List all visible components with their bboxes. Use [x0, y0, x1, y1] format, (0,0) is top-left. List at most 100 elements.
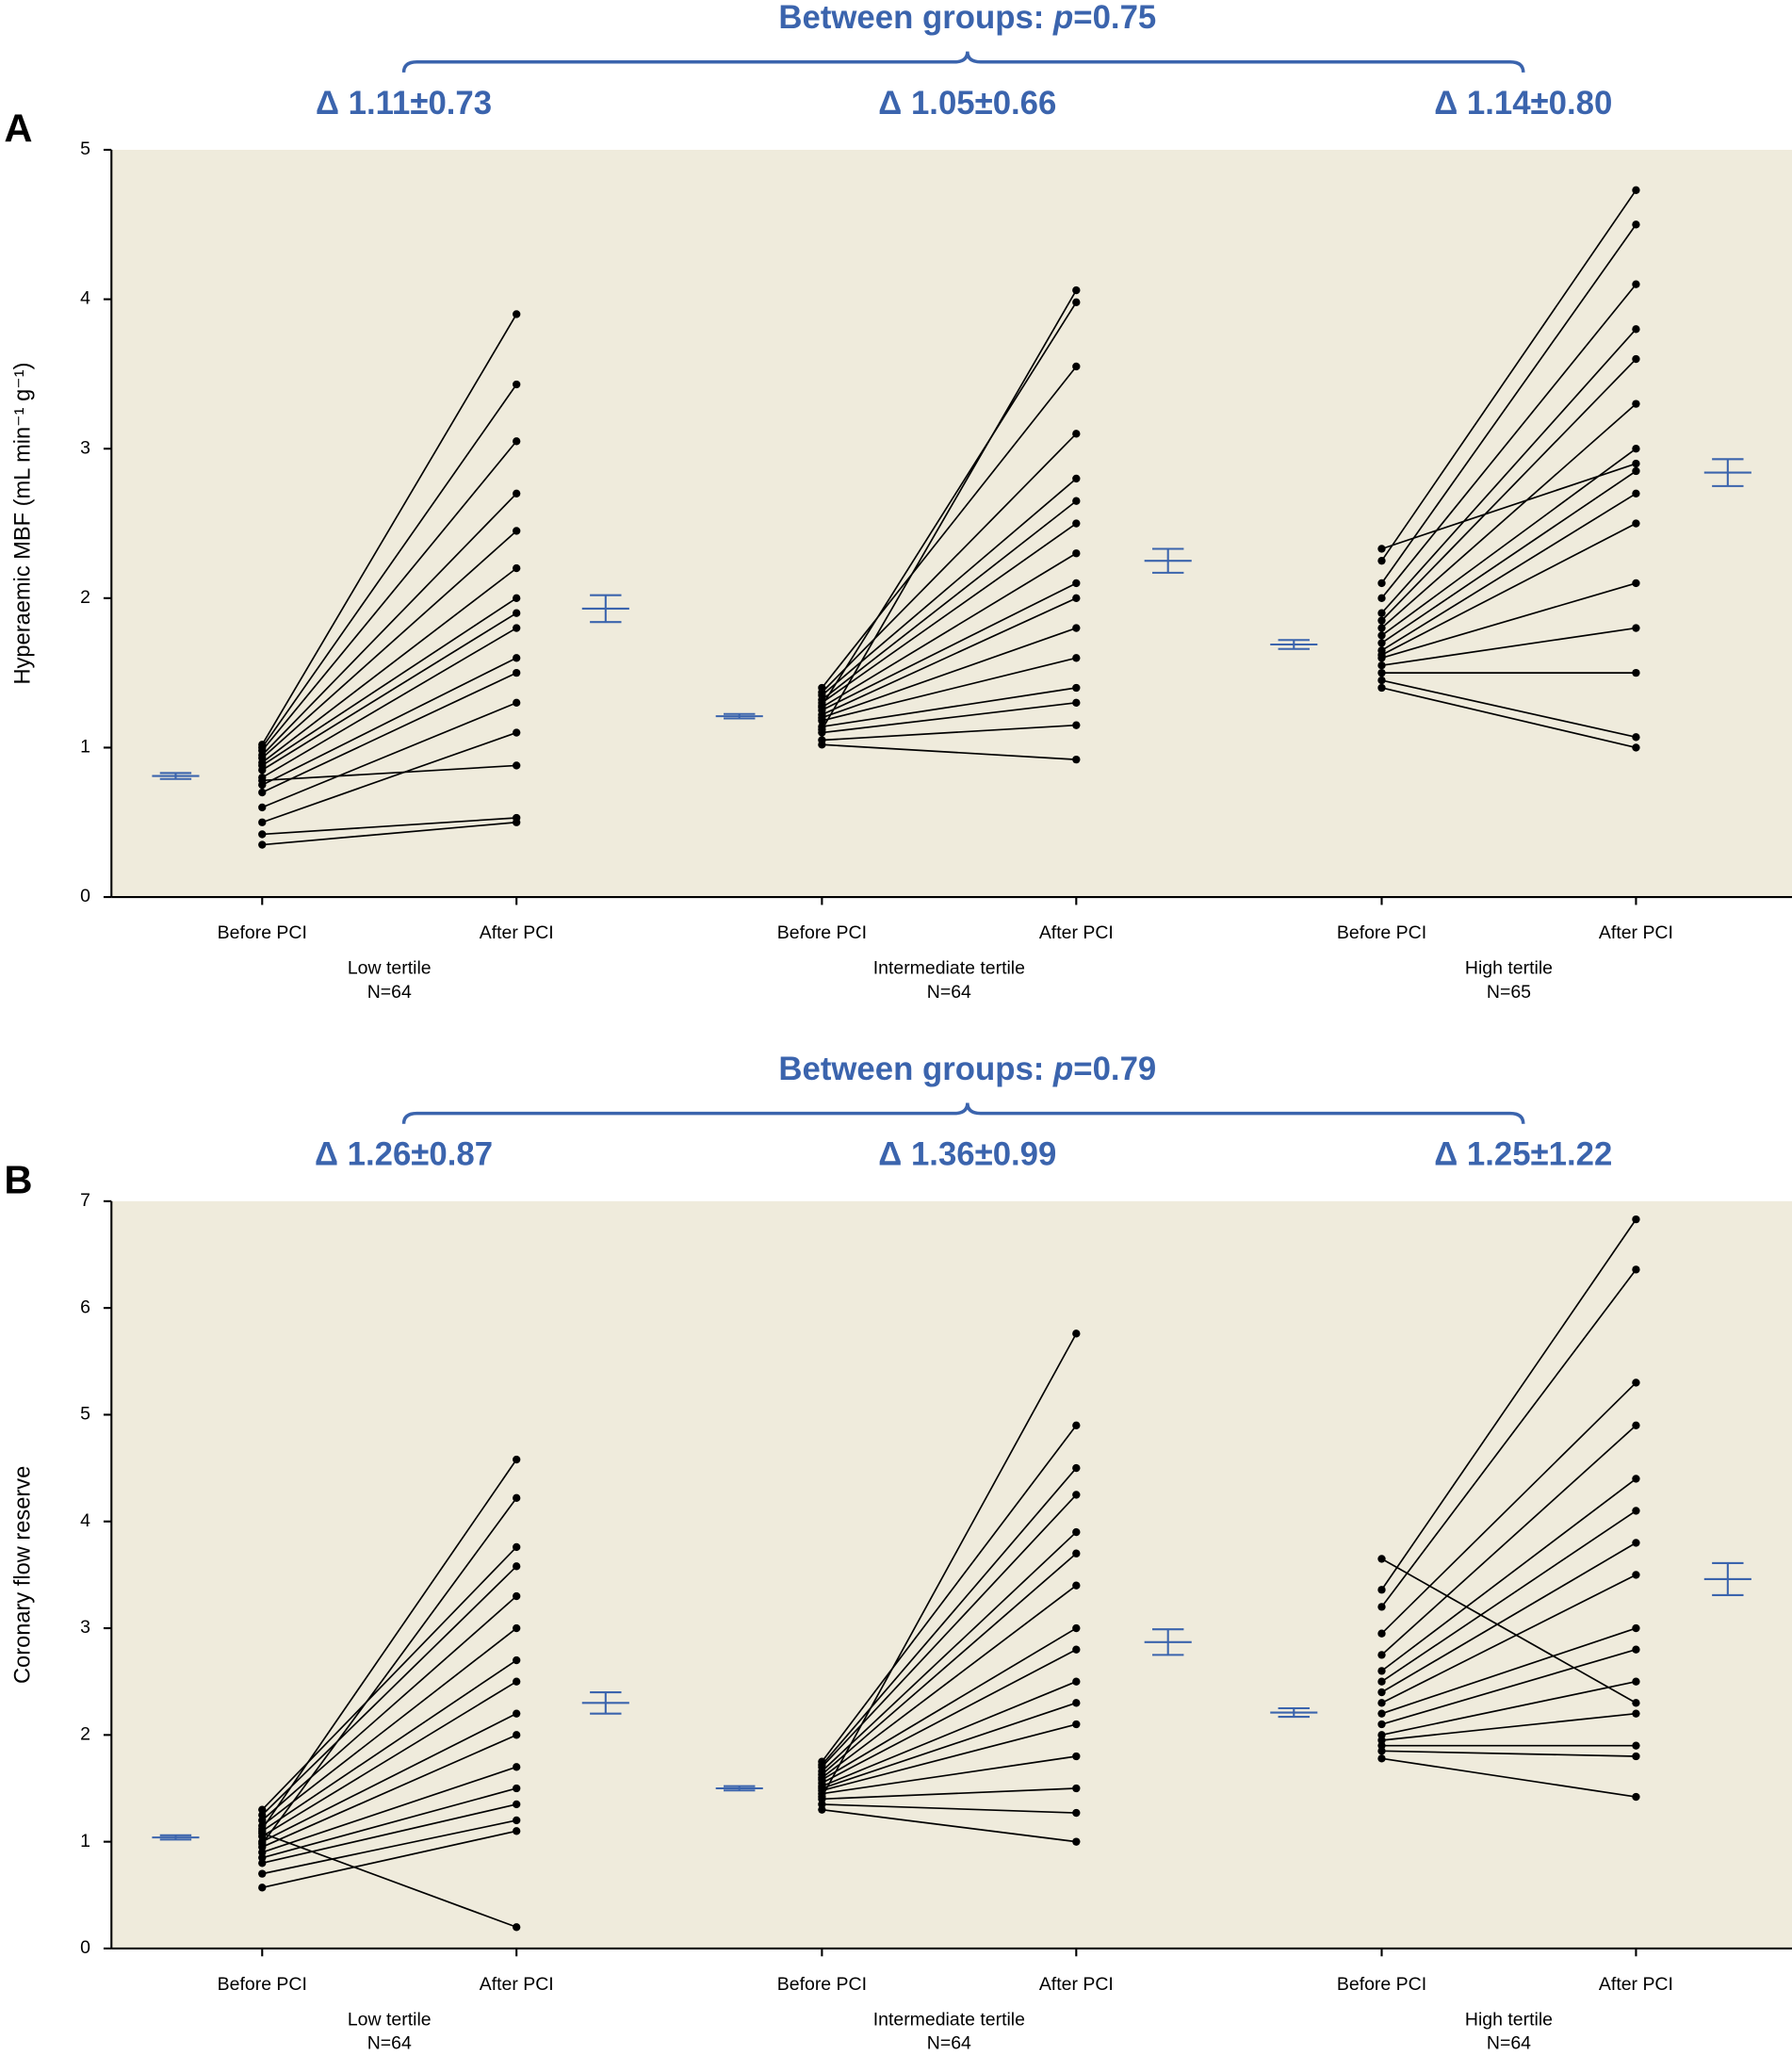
after-point: [513, 1493, 521, 1502]
after-point: [1072, 519, 1081, 528]
after-point: [513, 668, 521, 677]
pair-line: [261, 672, 517, 793]
after-point: [1072, 1699, 1081, 1707]
after-point: [1632, 280, 1640, 288]
before-point: [258, 1839, 267, 1849]
pair-line: [822, 597, 1077, 716]
before-point: [818, 726, 826, 734]
after-point: [1072, 1463, 1081, 1473]
pair-line: [1380, 1268, 1637, 1607]
pair-line: [822, 687, 1077, 728]
pair-line: [821, 1553, 1077, 1775]
after-point: [513, 563, 521, 573]
group-n: N=64: [367, 982, 412, 1003]
y-tick-label: 4: [80, 288, 90, 309]
before-point: [1377, 676, 1386, 685]
after-point: [1632, 459, 1640, 468]
pair-line: [261, 731, 517, 824]
pair-line: [261, 383, 517, 748]
after-point: [1632, 1378, 1640, 1387]
pair-line: [822, 627, 1077, 719]
before-point: [1377, 1699, 1386, 1707]
before-point: [1377, 1754, 1386, 1763]
pair-line: [821, 1585, 1077, 1779]
after-point: [1632, 1792, 1640, 1802]
after-point: [1632, 220, 1640, 229]
after-point: [513, 1800, 521, 1809]
pair-line: [1380, 402, 1637, 629]
after-point: [1072, 698, 1081, 708]
pair-line: [1381, 1648, 1637, 1725]
after-point: [1632, 466, 1640, 476]
y-tick-label: 3: [80, 437, 90, 458]
after-point: [513, 761, 521, 770]
group-n: N=64: [1487, 2033, 1531, 2054]
pair-line: [822, 1702, 1077, 1789]
before-point: [1377, 631, 1386, 640]
after-point: [1632, 1752, 1640, 1761]
x-tick-label: Before PCI: [777, 1974, 867, 1995]
after-point: [1072, 430, 1081, 438]
pair-line: [262, 817, 517, 836]
pair-line: [1380, 328, 1637, 614]
after-point: [1632, 1645, 1640, 1654]
after-point: [1632, 624, 1640, 632]
pair-line: [821, 478, 1077, 696]
x-tick-label: After PCI: [480, 922, 554, 943]
between-groups: Between groups: p=0.75: [778, 0, 1156, 36]
y-tick-label: 5: [80, 139, 90, 159]
pair-line: [261, 1595, 517, 1821]
pair-line: [1380, 1477, 1637, 1672]
pair-line: [821, 1425, 1077, 1763]
before-point: [1377, 1677, 1386, 1686]
y-tick-label: 7: [80, 1190, 90, 1211]
between-p: p: [1052, 1052, 1073, 1087]
before-point: [1377, 646, 1386, 655]
y-tick-label: 6: [80, 1297, 90, 1317]
after-point: [513, 728, 521, 737]
before-point: [258, 840, 267, 849]
pair-line: [821, 1332, 1078, 1798]
after-point: [513, 698, 521, 708]
pair-line: [262, 1819, 517, 1875]
pair-line: [1381, 1757, 1637, 1798]
pair-line: [1381, 1750, 1637, 1757]
y-tick-label: 3: [80, 1617, 90, 1638]
pair-line: [821, 522, 1077, 704]
delta-label: Δ 1.11±0.73: [316, 86, 492, 122]
after-point: [1072, 1421, 1081, 1429]
pair-line: [1381, 463, 1637, 550]
pair-line: [261, 1627, 517, 1827]
before-point: [258, 1869, 267, 1878]
pair-line: [821, 552, 1077, 709]
pair-line: [1381, 493, 1637, 652]
y-axis-label: Coronary flow reserve: [10, 1466, 35, 1684]
before-point: [1377, 609, 1386, 617]
after-point: [1072, 721, 1081, 729]
after-point: [1072, 549, 1081, 558]
pair-line: [262, 1830, 517, 1889]
after-point: [513, 624, 521, 632]
pair-line: [261, 493, 517, 756]
pair-line: [1381, 679, 1637, 739]
after-point: [1072, 1491, 1081, 1499]
group-n: N=65: [1487, 982, 1531, 1003]
bracket: [401, 51, 1525, 73]
pair-line: [822, 743, 1077, 760]
before-point: [1377, 545, 1386, 553]
group-name: High tertile: [1465, 958, 1553, 979]
after-point: [1072, 654, 1081, 662]
plot-area: [111, 1200, 1792, 1949]
before-point: [818, 1792, 826, 1802]
after-point: [1072, 298, 1081, 306]
after-point: [513, 1816, 521, 1825]
pair-line: [261, 1497, 517, 1845]
before-point: [1377, 1586, 1386, 1594]
after-point: [1632, 1741, 1640, 1750]
after-point: [1632, 1623, 1640, 1633]
after-point: [1632, 1265, 1640, 1274]
delta-label: Δ 1.05±0.66: [878, 86, 1056, 122]
delta-label: Δ 1.36±0.99: [878, 1137, 1056, 1173]
after-point: [1072, 624, 1081, 632]
before-point: [258, 830, 267, 839]
